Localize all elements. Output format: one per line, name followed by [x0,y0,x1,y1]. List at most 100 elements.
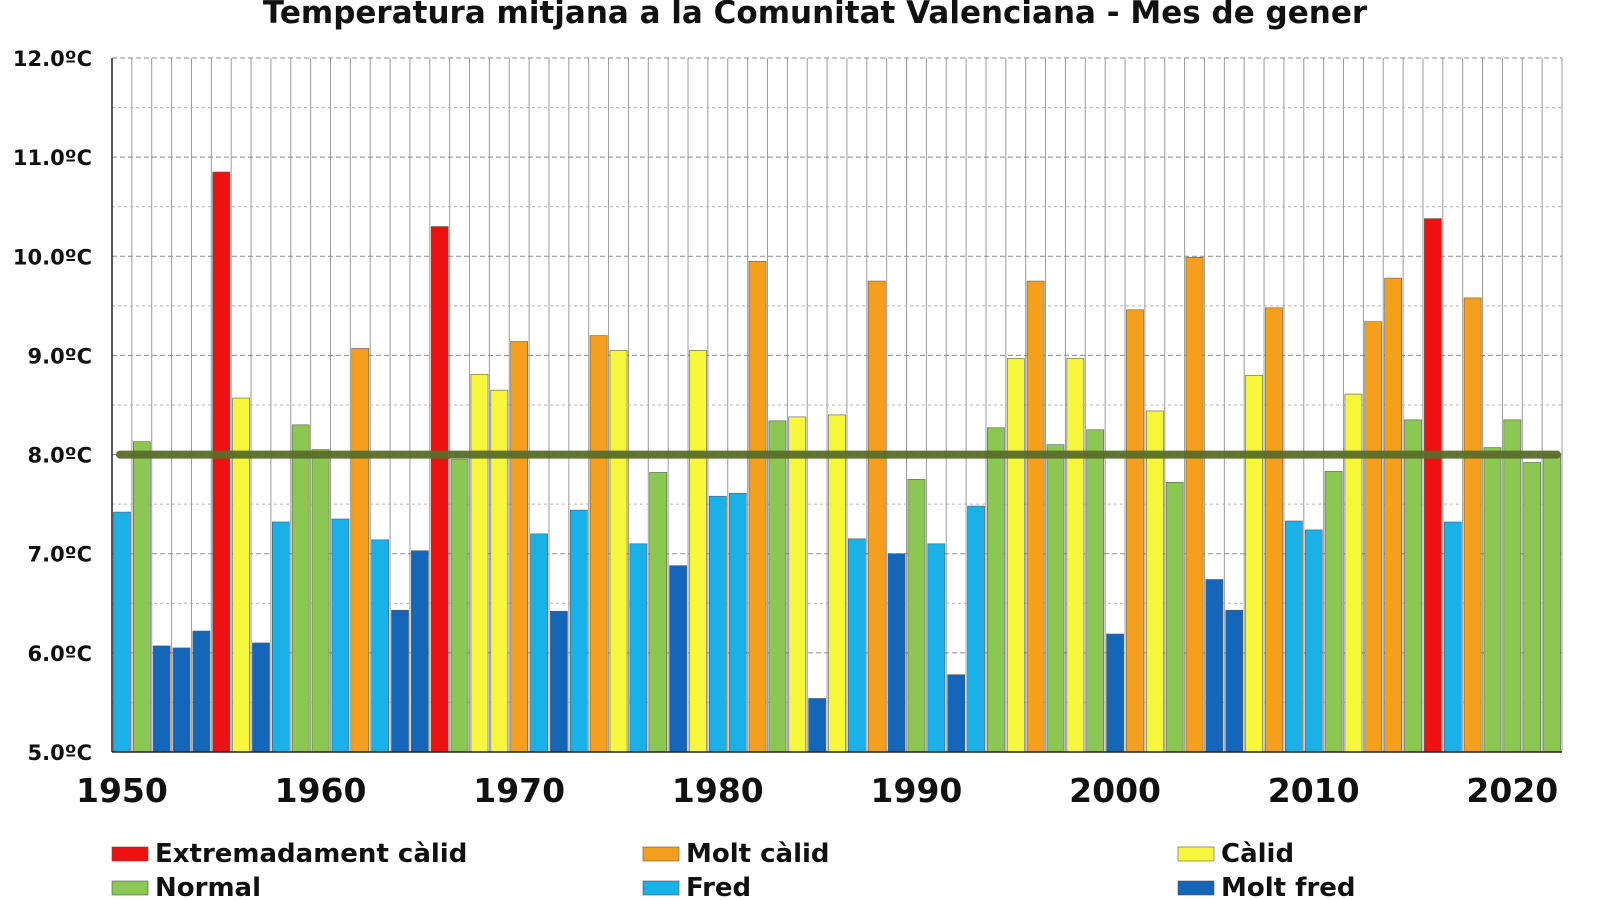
axis-layer [111,58,1562,753]
bar-2011 [1324,471,1343,753]
bar-1961 [331,518,350,753]
bar-2006 [1225,609,1244,753]
bar-1996 [1026,280,1045,753]
bar-1957 [252,642,270,753]
x-tick-label: 2000 [1069,771,1161,810]
y-tick-label: 10.0ºC [13,245,92,269]
bar-1989 [887,553,906,753]
bar-2005 [1205,579,1224,753]
y-tick-label: 11.0ºC [13,146,92,170]
bar-1953 [172,647,191,753]
bar-1971 [530,533,548,753]
bar-1988 [867,280,886,753]
bar-2016 [1424,218,1442,753]
bar-1958 [271,521,290,753]
bar-1951 [132,441,151,753]
bar-2007 [1245,374,1263,753]
y-tick-label: 8.0ºC [28,444,92,468]
chart-title: Temperatura mitjana a la Comunitat Valen… [263,0,1368,31]
bar-2013 [1364,321,1383,753]
y-tick-label: 5.0ºC [28,741,92,765]
bar-1995 [1006,358,1025,753]
bar-1983 [768,420,787,753]
bar-2014 [1384,277,1403,753]
bar-1977 [649,472,668,753]
bar-1984 [788,416,807,753]
y-tick-label: 9.0ºC [28,344,92,368]
bar-2004 [1185,256,1204,753]
bar-2001 [1126,309,1144,753]
bar-1974 [589,335,608,753]
bar-1998 [1066,358,1085,753]
legend: Extremadament càlid Molt càlid Càlid Normal… [111,839,1356,900]
legend-swatch [1177,846,1215,862]
bar-1979 [689,350,707,753]
bar-2002 [1145,410,1164,753]
bar-1991 [927,543,946,753]
bar-1955 [212,171,231,753]
bar-2019 [1483,447,1502,753]
bar-2018 [1463,297,1482,753]
bar-1972 [550,610,568,753]
bar-2000 [1106,633,1124,753]
bar-1994 [987,427,1005,753]
bar-1997 [1046,444,1065,753]
y-tick-label: 7.0ºC [28,543,92,567]
legend-label: Fred [686,873,751,900]
bar-1975 [609,350,628,753]
bar-1976 [629,543,648,753]
legend-swatch [111,846,149,862]
bar-2022 [1543,454,1561,753]
bar-1968 [470,373,489,753]
x-tick-label: 1950 [76,771,168,810]
bar-2012 [1344,393,1363,753]
bars-layer [113,171,1561,753]
bar-1981 [728,492,747,753]
bar-1965 [411,550,429,753]
bar-1954 [192,630,211,753]
bar-1993 [967,505,985,753]
bar-1963 [371,539,389,753]
bar-2017 [1443,521,1462,753]
bar-1978 [669,565,687,753]
legend-swatch [1177,880,1215,896]
bar-1964 [391,609,409,753]
bar-1969 [490,389,509,753]
bar-2021 [1523,462,1542,753]
bar-1966 [430,226,449,753]
bar-1967 [450,459,469,753]
legend-label: Extremadament càlid [155,839,467,869]
bar-2020 [1503,419,1522,753]
legend-swatch [642,846,680,862]
bar-1970 [510,341,529,753]
legend-swatch [111,880,149,896]
bar-1973 [569,509,588,753]
bar-1985 [808,698,826,753]
legend-label: Normal [155,873,261,900]
x-tick-label: 2010 [1268,771,1360,810]
x-tick-label: 2020 [1466,771,1558,810]
bar-1959 [291,424,310,753]
legend-swatch [642,880,680,896]
y-tick-label: 6.0ºC [28,642,92,666]
bar-1986 [828,414,846,753]
bar-2010 [1304,529,1323,753]
bar-1952 [152,645,171,753]
bar-2008 [1265,307,1283,753]
bar-1992 [947,674,966,753]
x-tick-label: 1970 [473,771,565,810]
legend-label: Molt càlid [686,839,830,869]
bar-2015 [1404,419,1422,753]
legend-label: Molt fred [1221,873,1356,900]
legend-label: Càlid [1221,839,1294,869]
y-tick-label: 12.0ºC [13,47,92,71]
x-tick-label: 1960 [275,771,367,810]
bar-1987 [848,538,866,753]
bar-2009 [1285,520,1303,753]
bar-1962 [351,348,370,753]
bar-1960 [311,449,330,753]
bar-1982 [748,260,767,753]
y-axis-tick-labels: 12.0ºC 11.0ºC 10.0ºC 9.0ºC 8.0ºC 7.0ºC 6.0ºC 5.… [13,47,92,765]
bar-1980 [708,495,727,753]
